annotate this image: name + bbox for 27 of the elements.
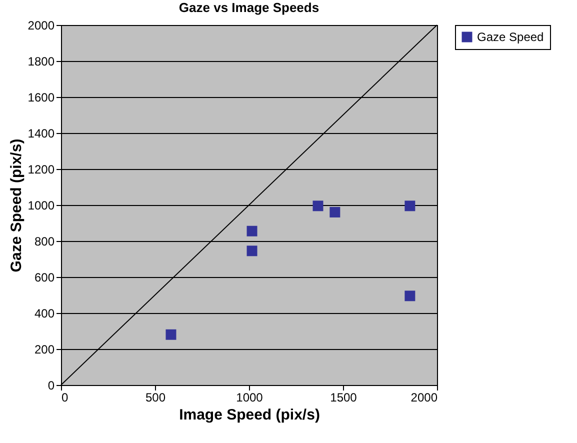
x-tick-label: 2000 — [410, 390, 438, 404]
y-tick-label: 200 — [34, 342, 55, 356]
y-tick-label: 1000 — [28, 198, 55, 212]
y-tick-label: 1200 — [28, 162, 55, 176]
chart-title: Gaze vs Image Speeds — [178, 0, 320, 15]
x-tick-label: 0 — [62, 390, 68, 404]
y-tick-label: 1600 — [28, 90, 55, 104]
x-tick-label: 1000 — [236, 390, 264, 404]
x-axis-title: Image Speed (pix/s) — [179, 406, 320, 424]
point — [246, 226, 258, 236]
point — [166, 329, 176, 340]
point — [330, 206, 340, 218]
x-tick-label: 500 — [145, 390, 166, 404]
x-tick-label: 1500 — [330, 390, 358, 404]
y-tick-label: 1400 — [28, 126, 55, 140]
y-tick-label: 400 — [34, 306, 55, 320]
y-tick-label: 600 — [34, 270, 55, 284]
y-tick-label: 2000 — [28, 18, 55, 32]
point — [312, 200, 324, 212]
y-axis-title: Gaze Speed (pix/s) — [8, 138, 25, 272]
y-tick-label: 0 — [48, 378, 55, 392]
legend-label: Gaze Speed — [477, 30, 544, 44]
point — [404, 290, 416, 302]
y-tick-label: 800 — [34, 234, 55, 248]
point — [404, 200, 416, 212]
y-tick-label: 1800 — [28, 54, 55, 68]
point — [246, 246, 258, 256]
